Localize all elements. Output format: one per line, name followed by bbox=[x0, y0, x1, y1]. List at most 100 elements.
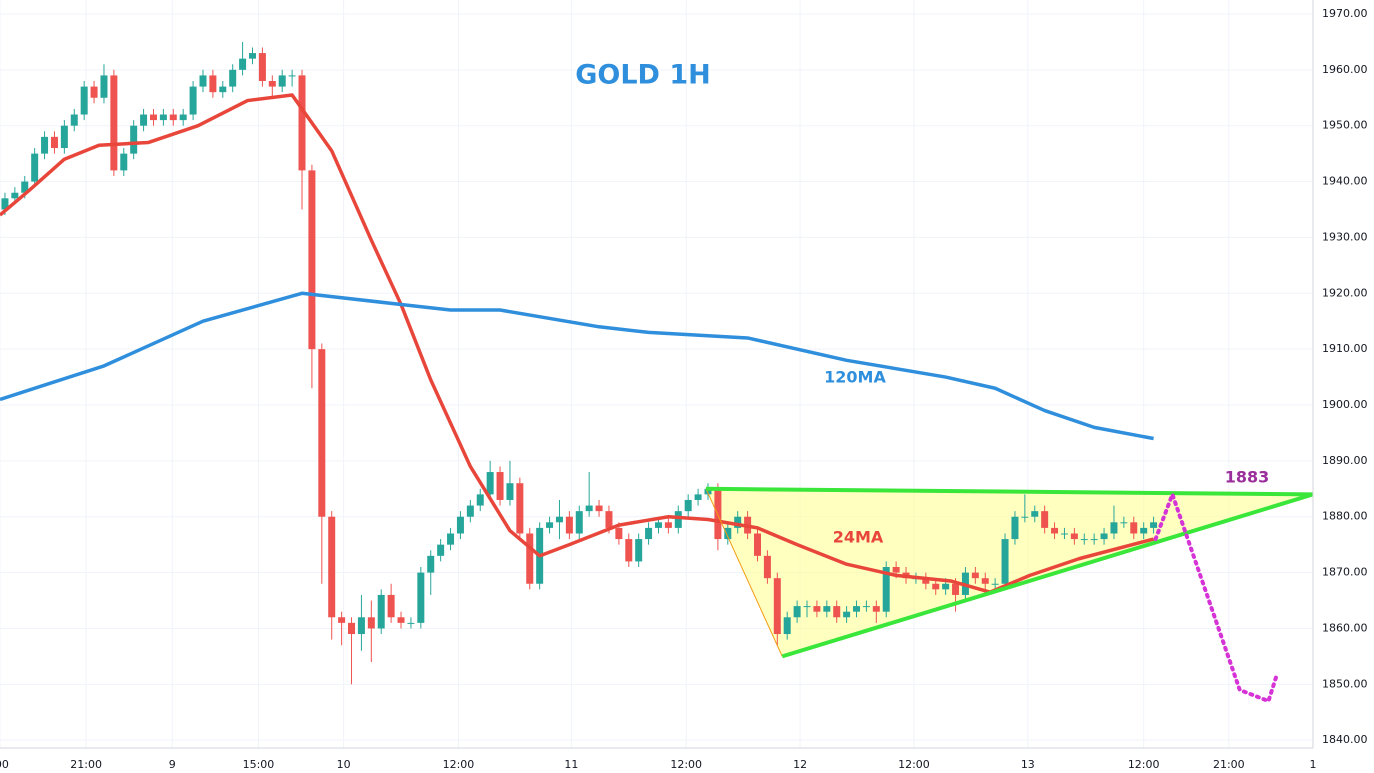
candle-body bbox=[130, 125, 138, 154]
candle-body bbox=[31, 153, 39, 182]
candle-body bbox=[258, 53, 266, 82]
candle-body bbox=[704, 488, 712, 495]
candle-body bbox=[437, 544, 445, 556]
candle-body bbox=[21, 181, 29, 193]
y-tick-label: 1960.00 bbox=[1322, 63, 1368, 76]
candle-body bbox=[853, 606, 861, 612]
candle-body bbox=[149, 114, 157, 121]
candle-body bbox=[1001, 539, 1009, 584]
candle-body bbox=[585, 505, 593, 512]
candle-body bbox=[377, 594, 385, 629]
candle-body bbox=[754, 533, 761, 556]
candle-body bbox=[140, 114, 148, 126]
candle-body bbox=[1041, 511, 1049, 528]
candle-body bbox=[625, 539, 633, 562]
x-tick-label: 13 bbox=[1021, 758, 1035, 771]
candle-body bbox=[159, 114, 167, 121]
triangle-resistance bbox=[705, 486, 1314, 497]
candle-body bbox=[466, 505, 474, 517]
candle-body bbox=[823, 606, 831, 612]
candle-body bbox=[1080, 539, 1088, 541]
moving-average-line bbox=[0, 291, 1154, 441]
y-tick-label: 1880.00 bbox=[1322, 510, 1368, 523]
candle-body bbox=[70, 114, 78, 126]
candle-body bbox=[219, 86, 227, 93]
candle-body bbox=[1011, 516, 1019, 540]
candle-body bbox=[645, 527, 653, 540]
candle-body bbox=[516, 483, 524, 534]
candle-body bbox=[843, 611, 851, 618]
candle-body bbox=[447, 533, 455, 545]
candle-body bbox=[367, 617, 375, 629]
candle-body bbox=[813, 606, 821, 612]
chart-title: GOLD 1H bbox=[575, 60, 711, 91]
x-tick-label: 21:00 bbox=[70, 758, 102, 771]
candle-body bbox=[456, 516, 464, 534]
x-tick-label: 10 bbox=[337, 758, 351, 771]
candle-body bbox=[486, 472, 494, 495]
candle-body bbox=[229, 69, 237, 87]
y-tick-label: 1850.00 bbox=[1322, 677, 1368, 690]
candle-body bbox=[298, 75, 306, 171]
x-tick-label: 15:00 bbox=[243, 758, 275, 771]
candle-body bbox=[1070, 533, 1078, 540]
moving-average-label: 24MA bbox=[833, 528, 884, 547]
candle-body bbox=[872, 606, 880, 612]
candle-body bbox=[199, 75, 207, 87]
level-label: 1883 bbox=[1225, 467, 1270, 486]
candle-body bbox=[506, 483, 514, 500]
candle-body bbox=[932, 583, 940, 590]
candle-body bbox=[1100, 533, 1108, 540]
candle-body bbox=[664, 522, 672, 528]
y-tick-label: 1920.00 bbox=[1322, 286, 1368, 299]
candle-body bbox=[1120, 522, 1128, 524]
candle-body bbox=[397, 617, 405, 623]
candle-body bbox=[60, 125, 68, 149]
y-tick-label: 1840.00 bbox=[1322, 733, 1368, 746]
candle-body bbox=[674, 511, 682, 528]
candle-body bbox=[407, 622, 415, 624]
candle-body bbox=[892, 567, 900, 573]
candle-body bbox=[803, 606, 811, 608]
candle-body bbox=[981, 578, 989, 584]
candle-body bbox=[476, 494, 484, 506]
candle-body bbox=[249, 53, 256, 59]
y-tick-label: 1900.00 bbox=[1322, 398, 1368, 411]
candle-body bbox=[169, 114, 177, 121]
candle-body bbox=[654, 522, 662, 528]
y-tick-label: 1940.00 bbox=[1322, 175, 1368, 188]
candle-body bbox=[991, 583, 999, 585]
candle-body bbox=[971, 572, 979, 579]
y-tick-label: 1930.00 bbox=[1322, 230, 1368, 243]
candle-body bbox=[565, 516, 573, 534]
y-tick-label: 1950.00 bbox=[1322, 119, 1368, 132]
candle-body bbox=[1110, 522, 1118, 534]
candle-body bbox=[120, 153, 128, 171]
candle-body bbox=[318, 349, 326, 517]
candle-body bbox=[546, 522, 554, 528]
x-tick-label: 1 bbox=[1310, 758, 1317, 771]
x-tick-label: 12:00 bbox=[898, 758, 930, 771]
candle-body bbox=[555, 516, 563, 523]
candle-body bbox=[1, 198, 9, 210]
candle-body bbox=[526, 533, 534, 584]
candle-body bbox=[833, 606, 841, 618]
triangle-support bbox=[781, 492, 1314, 659]
candle-body bbox=[734, 516, 742, 528]
candle-body bbox=[239, 58, 247, 70]
candle-body bbox=[1140, 527, 1148, 534]
projection-path bbox=[1153, 488, 1280, 704]
candle-body bbox=[783, 617, 791, 635]
candle-body bbox=[1090, 539, 1098, 541]
moving-average-line bbox=[0, 93, 1155, 594]
candle-body bbox=[942, 583, 950, 590]
candle-body bbox=[1051, 527, 1059, 534]
candle-body bbox=[110, 75, 118, 171]
plot-area bbox=[0, 41, 1314, 704]
candle-body bbox=[1130, 522, 1138, 534]
candle-body bbox=[496, 472, 504, 500]
candle-body bbox=[41, 136, 49, 154]
candle-body bbox=[357, 617, 365, 635]
